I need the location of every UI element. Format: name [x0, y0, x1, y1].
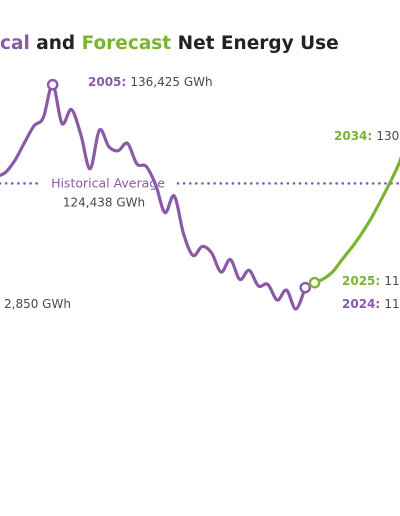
annotation-4: 2024: 116 [342, 297, 400, 311]
title-part-3: Net Energy Use [171, 33, 339, 54]
series-line-forecast [303, 156, 400, 290]
title-part-2: Forecast [82, 33, 172, 54]
average-group: Historical Average 124,438 GWh [0, 175, 400, 209]
highlight-point-2 [308, 276, 321, 289]
annotations: 2005: 136,425 GWh 2034: 130, 2,850 GWh 2025… [4, 75, 400, 311]
annotation-value: 117 [384, 274, 400, 288]
chart-title: cal and Forecast Net Energy Use [0, 33, 339, 54]
highlight-point-0 [46, 78, 59, 91]
title-part-1: and [30, 33, 82, 54]
annotation-value: 136,425 GWh [130, 75, 212, 89]
average-label: Historical Average [51, 175, 165, 190]
highlight-points [46, 78, 321, 294]
annotation-year: 2025: [342, 274, 384, 288]
annotation-year: 2024: [342, 297, 384, 311]
annotation-value: 116 [384, 297, 400, 311]
annotation-1: 2034: 130, [334, 129, 400, 143]
annotation-value: 130, [376, 129, 400, 143]
annotation-value: 2,850 GWh [4, 297, 71, 311]
annotation-year: 2034: [334, 129, 376, 143]
annotation-0: 2005: 136,425 GWh [88, 75, 213, 89]
series-group [0, 83, 400, 311]
annotation-3: 2025: 117 [342, 274, 400, 288]
annotation-year: 2005: [88, 75, 130, 89]
title-part-0: cal [0, 33, 30, 54]
highlight-point-1 [299, 281, 312, 294]
annotation-2: 2,850 GWh [4, 297, 71, 311]
series-line-historical [0, 83, 307, 311]
average-value: 124,438 GWh [63, 195, 145, 209]
